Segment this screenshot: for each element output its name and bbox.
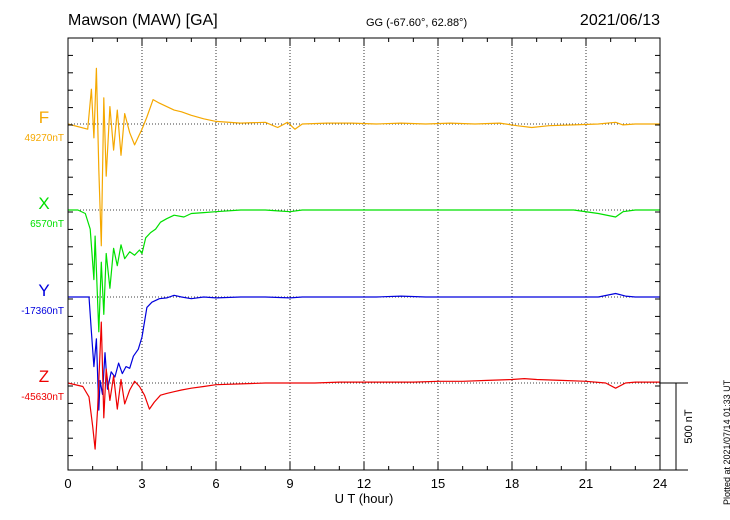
x-tick-label: 3	[138, 476, 145, 491]
plot-frame	[67, 37, 661, 471]
scale-bar-label: 500 nT	[683, 409, 695, 444]
geographic-coords: GG (-67.60°, 62.88°)	[366, 17, 468, 29]
baseline-label-f: 49270nT	[25, 133, 64, 144]
station-title: Mawson (MAW) [GA]	[68, 12, 218, 29]
x-tick-label: 12	[357, 476, 371, 491]
x-tick-label: 15	[431, 476, 445, 491]
x-tick-label: 24	[653, 476, 667, 491]
series-traces	[67, 67, 660, 450]
x-tick-label: 18	[505, 476, 519, 491]
trace-y	[68, 292, 660, 411]
x-axis-title: U T (hour)	[335, 491, 394, 506]
series-labels: F 49270nT X 6570nT Y -17360nT Z -45630nT	[21, 108, 64, 403]
series-name-x: X	[38, 194, 49, 213]
baseline-label-y: -17360nT	[21, 306, 64, 317]
grid-lines	[68, 38, 660, 470]
scale-bar: 500 nT	[660, 382, 695, 471]
x-tick-label: 9	[286, 476, 293, 491]
plotted-at-note: Plotted at 2021/07/14 01:33 UT	[722, 379, 730, 505]
trace-z	[67, 321, 660, 450]
x-tick-label: 6	[212, 476, 219, 491]
plot-date: 2021/06/13	[579, 12, 660, 29]
x-axis: 0 3 6 9 12 15 18 21 24	[64, 38, 667, 491]
series-name-z: Z	[39, 367, 49, 386]
x-tick-label: 0	[64, 476, 71, 491]
series-name-f: F	[39, 108, 49, 127]
series-name-y: Y	[38, 281, 49, 300]
trace-f	[67, 67, 660, 247]
baseline-label-x: 6570nT	[30, 219, 64, 230]
x-tick-label: 21	[579, 476, 593, 491]
trace-x	[68, 209, 660, 333]
baseline-label-z: -45630nT	[21, 392, 64, 403]
